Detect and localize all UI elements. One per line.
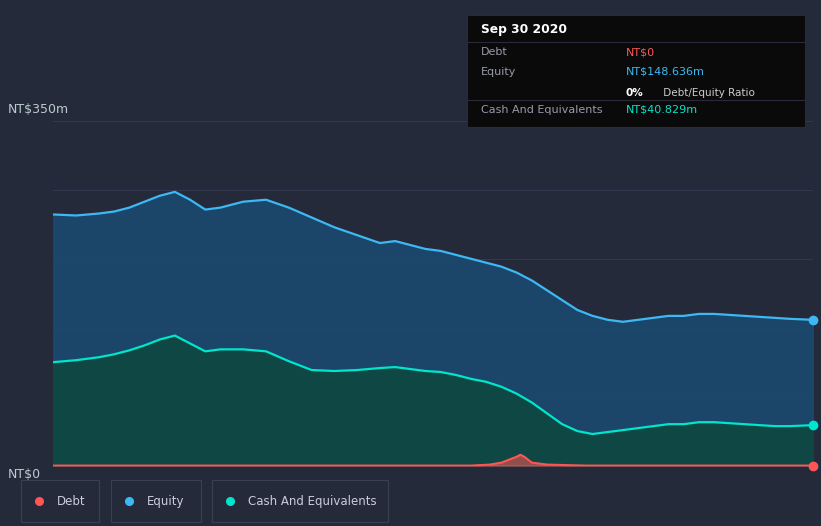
Text: NT$0: NT$0 xyxy=(8,468,41,481)
Text: NT$350m: NT$350m xyxy=(8,103,69,116)
Text: Cash And Equivalents: Cash And Equivalents xyxy=(248,494,377,508)
Text: Equity: Equity xyxy=(147,494,185,508)
Text: 2020: 2020 xyxy=(725,484,756,498)
Text: Debt: Debt xyxy=(57,494,85,508)
Text: 0%: 0% xyxy=(626,88,644,98)
Text: Debt: Debt xyxy=(480,47,507,57)
Text: NT$148.636m: NT$148.636m xyxy=(626,66,704,76)
Text: 2017: 2017 xyxy=(383,484,415,498)
Text: Cash And Equivalents: Cash And Equivalents xyxy=(480,105,602,115)
Text: Equity: Equity xyxy=(480,66,516,76)
Text: 2016: 2016 xyxy=(254,484,286,498)
Text: NT$0: NT$0 xyxy=(626,47,655,57)
Text: NT$40.829m: NT$40.829m xyxy=(626,105,698,115)
Text: Sep 30 2020: Sep 30 2020 xyxy=(480,23,566,36)
Text: 2018: 2018 xyxy=(505,484,536,498)
Text: 2015: 2015 xyxy=(129,484,160,498)
Text: Debt/Equity Ratio: Debt/Equity Ratio xyxy=(659,88,754,98)
Text: 2019: 2019 xyxy=(618,484,650,498)
